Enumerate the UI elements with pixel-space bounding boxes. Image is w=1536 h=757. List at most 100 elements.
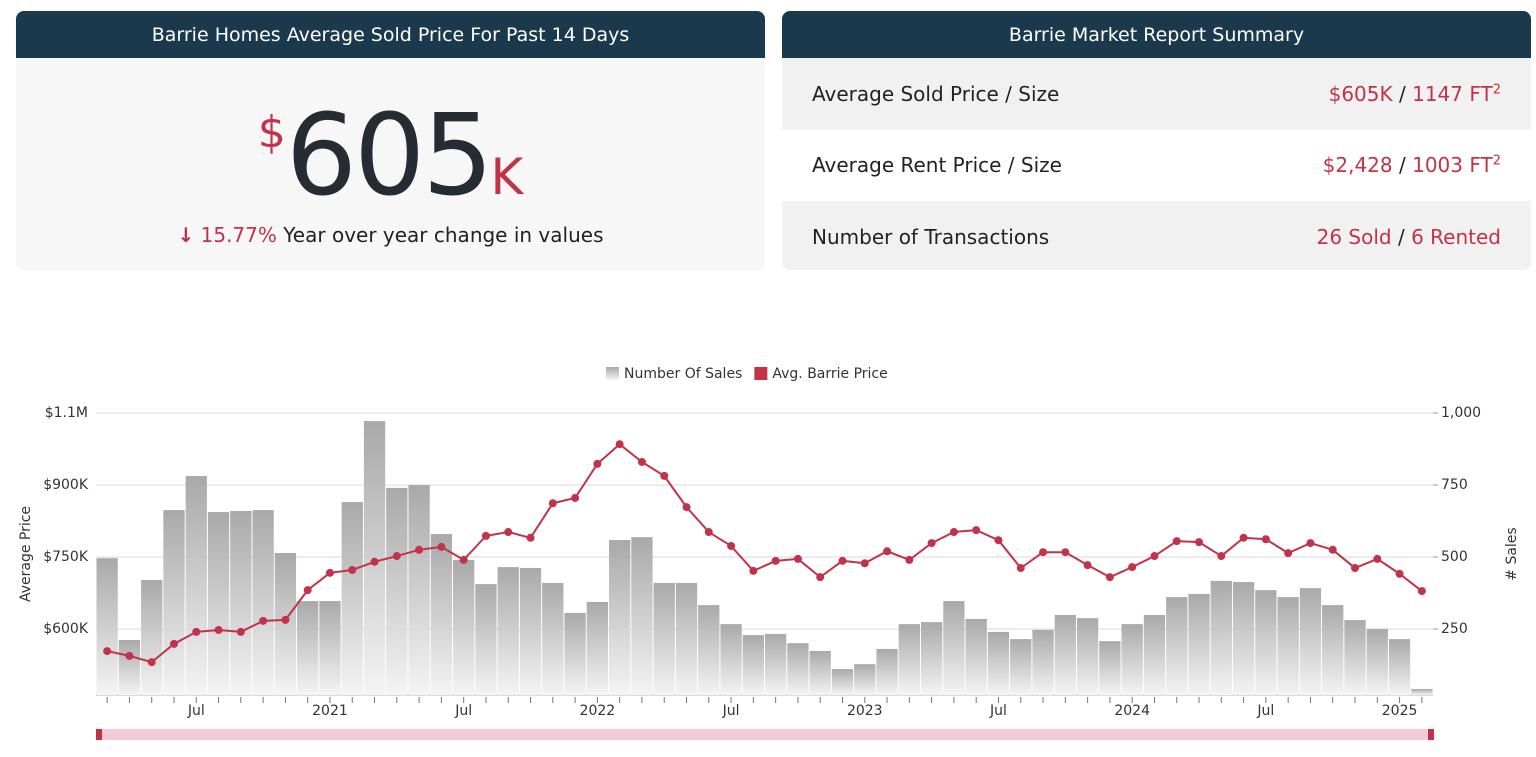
bar [497, 567, 519, 695]
price-point [771, 556, 780, 565]
bar [698, 605, 720, 695]
price-point [704, 528, 713, 537]
bar [230, 510, 252, 695]
bar [920, 622, 943, 695]
bar [564, 612, 586, 695]
row-label: Average Sold Price / Size [812, 81, 1060, 106]
bar [898, 624, 920, 695]
price-point [1172, 537, 1181, 546]
range-handle[interactable] [96, 729, 102, 740]
bar [1299, 588, 1322, 695]
range-slider[interactable] [98, 729, 1434, 740]
price-point [1395, 569, 1404, 578]
bar [252, 510, 274, 695]
price-point [1306, 539, 1315, 548]
x-tick-label: 2022 [580, 703, 616, 719]
price-point [1083, 561, 1092, 570]
legend-label: Number Of Sales [624, 366, 742, 382]
price-point [1195, 538, 1204, 547]
summary-row: Number of Transactions 26 Sold / 6 Rented [782, 201, 1531, 270]
row-value: $2,428 / 1003 FT2 [1323, 153, 1501, 177]
change: ↓ 15.77% Year over year change in values [16, 223, 765, 247]
value-left: $605K [1328, 81, 1393, 106]
bar [1076, 618, 1099, 695]
bar [1277, 597, 1299, 695]
currency: $ [257, 107, 286, 158]
price-line [106, 442, 1423, 664]
price-point [682, 503, 691, 512]
bar [1366, 629, 1388, 695]
bar [720, 624, 742, 695]
separator: / [1398, 153, 1406, 177]
price-card: Barrie Homes Average Sold Price For Past… [16, 11, 765, 270]
bar [408, 485, 430, 695]
row-label: Average Rent Price / Size [812, 153, 1062, 177]
summary-row: Average Rent Price / Size $2,428 / 1003 F… [782, 129, 1531, 201]
price-point [571, 493, 580, 502]
price-point [593, 459, 602, 468]
bar [1054, 614, 1076, 695]
price-point [548, 499, 557, 508]
bar [765, 633, 787, 695]
legend-label: Avg. Barrie Price [772, 366, 887, 382]
price-point [1284, 549, 1293, 558]
bar [675, 582, 698, 695]
bar [319, 601, 341, 695]
separator: / [1398, 81, 1406, 106]
range-handle[interactable] [1428, 729, 1434, 740]
price-point [1239, 533, 1248, 542]
bar [965, 618, 987, 695]
bar [1232, 582, 1255, 695]
bar [787, 643, 809, 695]
price-point [281, 615, 290, 624]
price-point [905, 555, 914, 564]
price-point [1150, 552, 1159, 561]
superscript: 2 [1492, 81, 1501, 97]
bar [987, 631, 1010, 695]
bar [742, 635, 764, 695]
price-point [615, 440, 624, 449]
x-tick-label: 2025 [1382, 703, 1418, 719]
price-point [459, 555, 468, 564]
separator: / [1397, 224, 1405, 249]
price-point [504, 528, 513, 537]
price-point [860, 559, 869, 568]
y2-tick-label: 1,000 [1441, 405, 1481, 421]
price-point [370, 557, 379, 566]
y-tick-label: $750K [43, 549, 89, 565]
superscript: 2 [1492, 153, 1501, 169]
bar [274, 552, 297, 695]
price-point [1328, 545, 1337, 554]
bar [1121, 624, 1143, 695]
bar [475, 584, 497, 695]
price-point [103, 647, 112, 656]
price-point [1261, 535, 1270, 544]
bar [297, 601, 319, 695]
price-point [749, 566, 758, 575]
x-tick-label: Jul [722, 703, 740, 719]
card-title: Barrie Market Report Summary [782, 11, 1531, 58]
bar [341, 502, 363, 695]
summary-row: Average Sold Price / Size $605K / 1147 FT… [782, 58, 1531, 129]
bar [1032, 629, 1054, 695]
price-point [236, 627, 245, 636]
price-point [214, 625, 223, 634]
bar [609, 540, 631, 695]
summary-card: Barrie Market Report Summary Average Sol… [782, 11, 1531, 270]
change-text: Year over year change in values [283, 223, 604, 247]
bar [1188, 593, 1210, 695]
change-value: 15.77% [200, 223, 277, 247]
y2-tick-label: 750 [1441, 477, 1468, 493]
bar [1322, 605, 1344, 695]
bar [586, 601, 609, 695]
card-title: Barrie Homes Average Sold Price For Past… [16, 11, 765, 58]
x-tick-label: Jul [187, 703, 205, 719]
x-tick-label: 2021 [312, 703, 348, 719]
bar [1210, 580, 1232, 695]
price-point [1016, 564, 1025, 573]
x-tick-label: 2023 [847, 703, 883, 719]
price-point [727, 541, 736, 550]
bar [386, 487, 408, 695]
chart: Average Price # Sales $600K $750K $900K $1.… [18, 366, 1520, 740]
y-axis-title: Average Price [18, 506, 34, 602]
